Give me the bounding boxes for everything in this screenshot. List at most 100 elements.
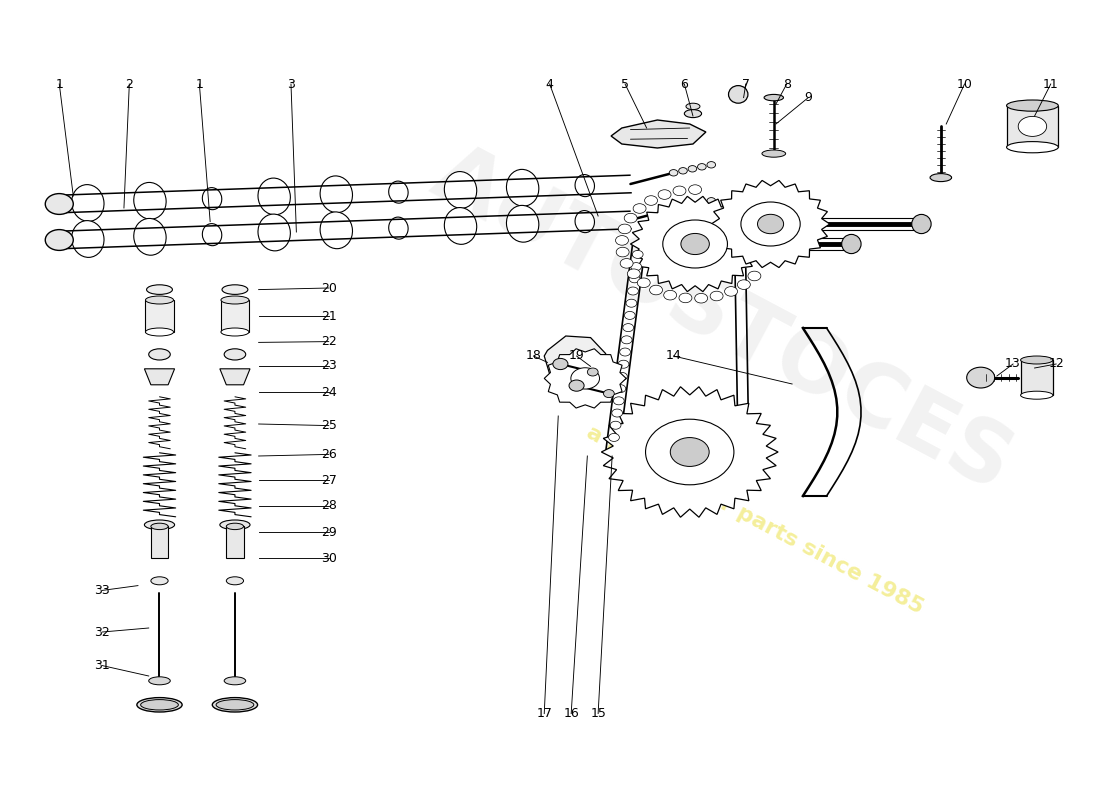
Ellipse shape [216,700,254,710]
Circle shape [725,286,737,296]
Text: AUTOSTOCES: AUTOSTOCES [418,132,1025,508]
Polygon shape [630,196,760,292]
Ellipse shape [575,174,594,197]
Text: 27: 27 [321,474,337,486]
Circle shape [632,250,644,258]
Ellipse shape [728,86,748,103]
Circle shape [697,200,706,206]
Bar [227,526,243,558]
Text: 29: 29 [321,526,337,538]
Circle shape [571,368,600,389]
Polygon shape [602,386,778,518]
Circle shape [614,397,624,405]
Ellipse shape [72,221,104,258]
Circle shape [967,367,994,388]
Circle shape [689,202,696,208]
Ellipse shape [227,577,243,585]
Circle shape [616,247,629,257]
Ellipse shape [684,110,702,118]
Ellipse shape [221,296,249,304]
Text: 16: 16 [563,707,579,720]
Circle shape [673,186,686,196]
Circle shape [625,311,635,319]
Ellipse shape [134,182,166,219]
Ellipse shape [1006,100,1058,111]
Bar [145,300,174,332]
Ellipse shape [151,577,168,585]
Ellipse shape [764,94,783,101]
Circle shape [616,236,628,246]
Text: 20: 20 [321,282,337,294]
Text: 13: 13 [1005,358,1021,370]
Text: 11: 11 [1043,78,1058,90]
Circle shape [610,422,621,430]
Polygon shape [712,181,829,267]
Ellipse shape [931,174,952,182]
Ellipse shape [202,224,222,246]
Ellipse shape [72,185,104,222]
Text: 33: 33 [95,584,110,597]
Ellipse shape [220,520,250,530]
Ellipse shape [227,523,243,530]
Circle shape [663,290,676,300]
Circle shape [629,275,640,283]
Polygon shape [220,369,250,385]
Text: 8: 8 [783,78,791,90]
Circle shape [604,390,614,398]
Ellipse shape [258,214,290,251]
Ellipse shape [842,234,861,254]
Text: 26: 26 [321,448,337,461]
Ellipse shape [506,206,539,242]
Ellipse shape [444,171,476,208]
Polygon shape [144,369,175,385]
Text: 2: 2 [125,78,133,90]
Circle shape [620,258,634,268]
Text: 19: 19 [569,350,584,362]
Circle shape [669,170,678,176]
Circle shape [45,194,74,214]
Text: 28: 28 [321,499,337,512]
Polygon shape [544,336,606,394]
Circle shape [697,163,706,170]
Ellipse shape [202,188,222,210]
Circle shape [615,385,626,393]
Text: 10: 10 [957,78,972,90]
Ellipse shape [912,214,931,234]
Circle shape [679,204,688,210]
Text: 22: 22 [321,335,337,348]
Text: 1: 1 [196,78,204,90]
Text: 21: 21 [321,310,337,322]
Circle shape [758,214,783,234]
Ellipse shape [1021,356,1053,364]
Ellipse shape [144,520,175,530]
Ellipse shape [388,217,408,239]
Circle shape [553,358,568,370]
Text: 25: 25 [321,419,337,432]
Ellipse shape [145,296,174,304]
Circle shape [650,286,662,295]
Ellipse shape [224,677,245,685]
Ellipse shape [145,328,174,336]
Text: 4: 4 [546,78,553,90]
Text: 17: 17 [537,707,552,720]
Text: 30: 30 [321,552,337,565]
Bar [151,526,168,558]
Polygon shape [544,349,626,408]
Circle shape [748,271,761,281]
Ellipse shape [222,285,248,294]
Ellipse shape [134,218,166,255]
Circle shape [670,438,710,466]
Circle shape [689,166,696,172]
Circle shape [569,380,584,391]
Ellipse shape [388,181,408,203]
Text: 7: 7 [741,78,750,90]
Circle shape [646,419,734,485]
Circle shape [618,360,629,368]
Text: 18: 18 [526,350,541,362]
Ellipse shape [686,103,700,110]
Circle shape [679,293,692,302]
Ellipse shape [146,285,173,294]
Ellipse shape [575,210,594,233]
Circle shape [663,220,727,268]
Circle shape [658,190,671,199]
